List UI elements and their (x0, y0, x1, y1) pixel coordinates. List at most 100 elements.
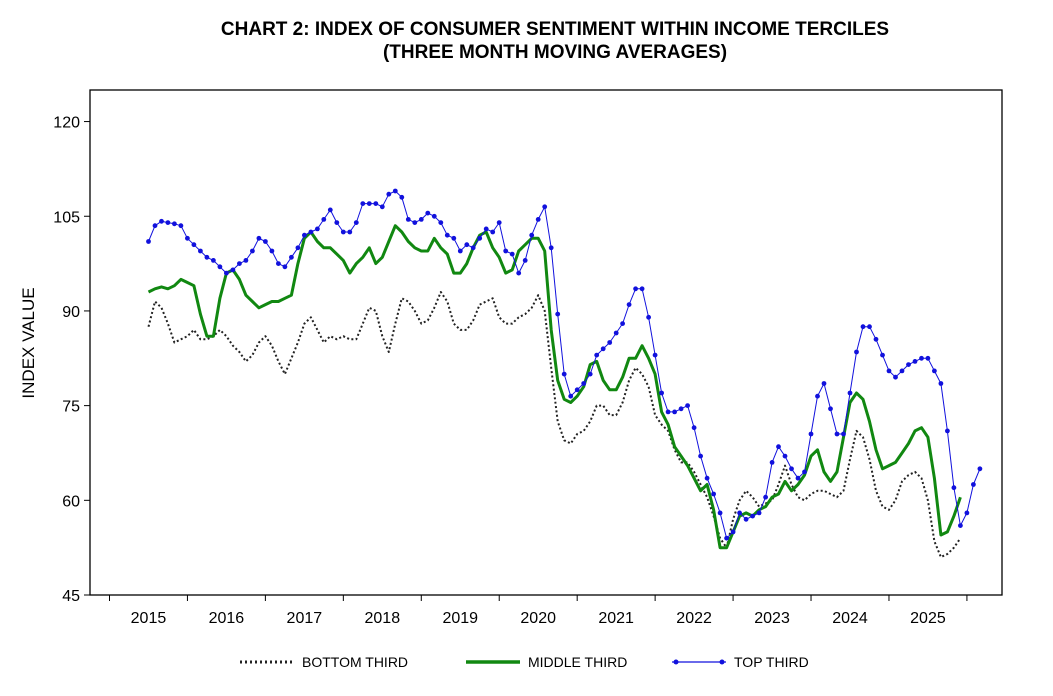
data-point-top-third (951, 485, 957, 491)
data-point-top-third (159, 218, 164, 224)
data-point-top-third (477, 235, 483, 241)
data-point-top-third (691, 425, 697, 431)
data-point-top-third (217, 264, 223, 270)
data-point-top-third (529, 232, 535, 238)
data-point-top-third (392, 188, 398, 194)
data-point-top-third (548, 245, 554, 251)
data-point-top-third (185, 235, 190, 241)
x-tick-label: 2015 (131, 610, 167, 627)
x-tick-label: 2020 (520, 610, 556, 627)
y-axis-ticks: 45 60 75 90 105 120 (53, 115, 90, 605)
data-point-top-third (873, 336, 879, 342)
series-line-top-third (148, 190, 981, 539)
data-point-top-third (373, 201, 379, 207)
data-point-top-third (600, 346, 606, 352)
legend-label-middle-third: MIDDLE THIRD (528, 654, 627, 670)
data-point-top-third (717, 510, 723, 516)
data-point-top-third (353, 220, 359, 226)
data-point-top-third (165, 220, 171, 226)
data-point-top-third (522, 258, 528, 263)
data-point-top-third (282, 264, 288, 270)
data-point-top-third (198, 248, 203, 254)
data-point-top-third (685, 403, 690, 408)
data-point-top-third (334, 220, 340, 226)
data-point-top-third (542, 204, 548, 210)
data-point-top-third (633, 286, 638, 292)
data-point-top-third (399, 194, 405, 200)
data-point-top-third (269, 248, 275, 254)
plot-area (89, 89, 1003, 596)
data-point-top-third (152, 223, 158, 229)
data-point-top-third (763, 494, 768, 500)
chart-subtitle: (THREE MONTH MOVING AVERAGES) (383, 42, 727, 63)
data-point-top-third (581, 381, 587, 386)
data-point-top-third (379, 204, 385, 210)
data-point-top-third (906, 362, 911, 367)
data-point-top-third (237, 261, 242, 266)
data-point-top-third (509, 251, 515, 257)
data-point-top-third (230, 267, 236, 273)
legend-marker (673, 659, 679, 665)
x-tick-label: 2021 (598, 610, 634, 627)
data-point-top-third (503, 248, 509, 254)
data-point-top-third (971, 482, 976, 487)
data-point-top-third (704, 475, 710, 481)
data-point-top-third (574, 387, 580, 393)
data-point-top-third (893, 374, 898, 380)
data-point-top-third (276, 261, 281, 266)
data-point-top-third (224, 270, 229, 276)
chart-title: CHART 2: INDEX OF CONSUMER SENTIMENT WIT… (221, 19, 889, 40)
data-point-top-third (750, 513, 755, 519)
data-point-top-third (880, 352, 885, 358)
data-point-top-third (841, 431, 846, 437)
data-point-top-third (925, 355, 931, 361)
data-point-top-third (347, 229, 353, 235)
data-point-top-third (561, 371, 567, 377)
data-point-top-third (535, 217, 541, 222)
data-point-top-third (730, 529, 736, 535)
legend: BOTTOM THIRD MIDDLE THIRD TOP THIRD (240, 654, 809, 670)
data-point-top-third (191, 242, 197, 248)
data-point-top-third (438, 220, 444, 226)
legend-label-top-third: TOP THIRD (734, 654, 809, 670)
data-point-top-third (789, 466, 794, 472)
data-point-top-third (912, 359, 918, 364)
y-tick-label: 60 (62, 493, 80, 510)
data-point-top-third (444, 232, 450, 238)
x-tick-label: 2016 (209, 610, 245, 627)
data-point-top-third (802, 469, 807, 475)
legend-marker (719, 659, 725, 665)
data-point-top-third (204, 254, 210, 260)
data-point-top-third (243, 258, 249, 263)
x-tick-label: 2025 (910, 610, 946, 627)
data-point-top-third (782, 453, 788, 459)
y-tick-label: 105 (53, 209, 80, 226)
data-point-top-third (295, 245, 301, 251)
data-point-top-third (795, 475, 801, 481)
data-point-top-third (828, 406, 833, 412)
data-point-top-third (386, 191, 392, 197)
data-point-top-third (457, 248, 463, 254)
data-point-top-third (886, 368, 892, 374)
data-point-top-third (737, 510, 742, 516)
data-point-top-third (308, 229, 314, 235)
data-point-top-third (678, 406, 684, 412)
x-axis-ticks: 2015 2016 2017 2018 2019 2020 2021 2022 2023 2024… (108, 595, 968, 627)
data-point-top-third (451, 235, 457, 241)
y-tick-label: 75 (62, 399, 80, 416)
data-point-top-third (652, 352, 658, 358)
data-point-top-third (412, 220, 418, 226)
data-point-top-third (899, 368, 905, 374)
data-point-top-third (256, 235, 262, 241)
data-point-top-third (854, 349, 859, 355)
data-point-top-third (945, 428, 950, 434)
data-point-top-third (464, 242, 470, 248)
data-point-top-third (340, 229, 346, 235)
series-line-middle-third (147, 224, 962, 550)
data-point-top-third (360, 201, 366, 207)
data-point-top-third (496, 220, 502, 226)
x-tick-label: 2018 (365, 610, 401, 627)
series-group (146, 188, 983, 559)
data-point-top-third (568, 393, 574, 399)
